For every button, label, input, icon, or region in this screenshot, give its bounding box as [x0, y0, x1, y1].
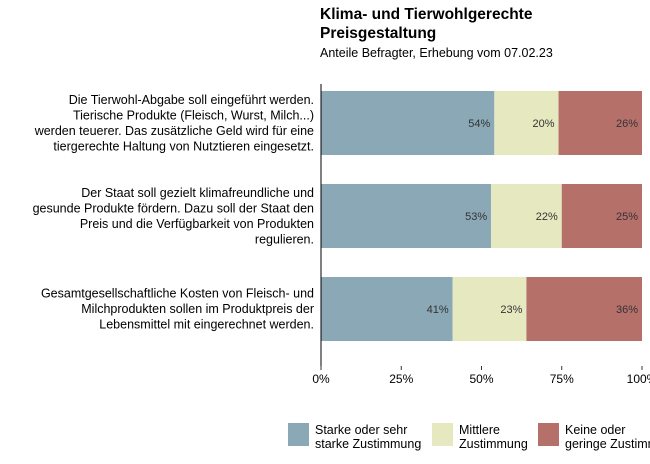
bar-segment [526, 277, 642, 341]
bar-value-label: 41% [427, 304, 449, 316]
bar-segment [561, 184, 642, 248]
category-label: Gesamtgesellschaftliche Kosten von Fleis… [41, 287, 314, 301]
x-tick-label: 75% [550, 372, 574, 386]
legend-label: Zustimmung [459, 437, 528, 451]
legend-label: Starke oder sehr [315, 423, 407, 437]
bar-value-label: 53% [465, 211, 487, 223]
bar-segment [321, 184, 492, 248]
category-label: werden teuerer. Das zusätzliche Geld wir… [34, 124, 314, 138]
bar-segment [321, 277, 453, 341]
category-label: Milchprodukten sollen im Produktpreis de… [81, 302, 314, 316]
bar-segment [321, 91, 495, 155]
bar-value-label: 20% [533, 118, 555, 130]
bar-segment [452, 277, 527, 341]
legend-label: starke Zustimmung [315, 437, 421, 451]
legend-swatch [538, 423, 559, 446]
chart-subtitle: Anteile Befragter, Erhebung vom 07.02.23 [320, 46, 553, 60]
legend-label: Mittlere [459, 423, 500, 437]
bar-value-label: 22% [536, 211, 558, 223]
legend-swatch [288, 423, 309, 446]
x-tick-label: 0% [312, 372, 330, 386]
x-tick-label: 100% [627, 372, 650, 386]
legend-label: geringe Zustimmung [565, 437, 650, 451]
bar-segment [558, 91, 642, 155]
bar-value-label: 25% [616, 211, 638, 223]
bar-segment [494, 91, 559, 155]
category-label: Tierische Produkte (Fleisch, Wurst, Milc… [73, 108, 314, 122]
category-label: Lebensmittel mit eingerechnet werden. [99, 318, 314, 332]
bar-segment [491, 184, 562, 248]
category-label: gesunde Produkte fördern. Dazu soll der … [33, 201, 314, 215]
bar-value-label: 54% [468, 118, 490, 130]
category-label: Der Staat soll gezielt klimafreundliche … [81, 186, 314, 200]
chart-title: Klima- und Tierwohlgerechte Preisgestalt… [320, 6, 533, 42]
x-tick-label: 25% [389, 372, 413, 386]
bar-value-label: 36% [616, 304, 638, 316]
category-label: Preis und die Verfügbarkeit von Produkte… [80, 217, 314, 231]
x-tick-label: 50% [469, 372, 493, 386]
bar-value-label: 26% [616, 118, 638, 130]
legend-swatch [432, 423, 453, 446]
category-label: regulieren. [255, 232, 314, 246]
bar-value-label: 23% [500, 304, 522, 316]
category-label: Die Tierwohl-Abgabe soll eingeführt werd… [69, 93, 314, 107]
category-label: tiergerechte Haltung von Nutztieren eing… [53, 139, 314, 153]
legend-label: Keine oder [565, 423, 625, 437]
